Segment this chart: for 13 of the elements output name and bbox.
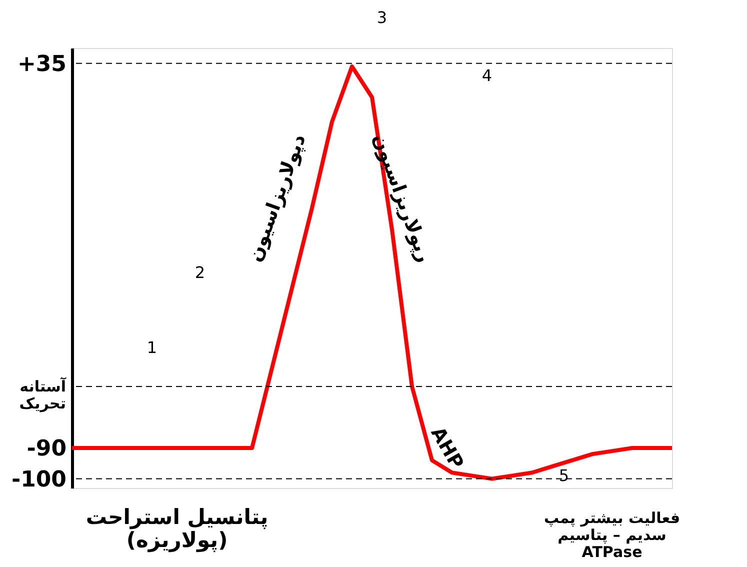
ref-line-label: آستانه تحریک [19,376,67,412]
text: 3 [376,8,388,27]
annotation: 2 [194,263,206,282]
line-series [70,64,674,481]
text: پتانسیل استراحت (پولاریزه) [86,505,268,553]
annotation: رپولاریزاسیون [368,130,436,266]
annotation: 1 [146,338,158,357]
y-tick-label: -90 [26,436,66,462]
y-tick-label: +35 [17,52,66,77]
annotation: دپولاریزاسیون [244,131,310,265]
y-tick-label: -100 [11,467,66,492]
annotation: 4 [482,66,492,85]
annotation: 5 [558,466,570,485]
